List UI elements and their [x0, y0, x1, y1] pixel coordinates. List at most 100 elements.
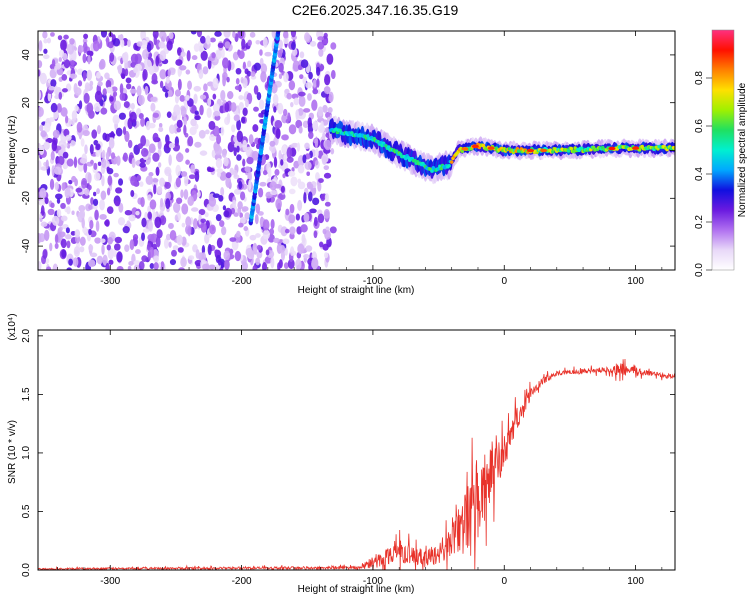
spectrogram-noise-cell: [98, 60, 104, 70]
spectrogram-noise-cell: [249, 31, 256, 38]
spectrogram-noise-cell: [79, 246, 85, 253]
spectrogram-noise-cell: [82, 53, 87, 64]
spectrogram-noise-cell: [323, 32, 328, 39]
spectrogram-noise-cell: [315, 159, 319, 166]
spectrogram-noise-cell: [125, 77, 132, 84]
spectrogram-noise-cell: [89, 144, 94, 155]
spectrogram-noise-cell: [320, 193, 326, 202]
spectrogram-noise-cell: [148, 143, 156, 154]
spectrogram-noise-cell: [84, 144, 88, 155]
spectrogram-noise-cell: [160, 261, 165, 270]
spectrogram-noise-cell: [283, 262, 289, 270]
spectrogram-noise-cell: [144, 59, 152, 71]
spectrogram-noise-cell: [176, 127, 182, 133]
spectrogram-reflected-core-cell: [365, 134, 370, 138]
spectrogram-noise-cell: [159, 80, 164, 89]
spectrogram-noise-cell: [39, 72, 47, 85]
x-tick-label: 0: [501, 276, 507, 287]
spectrogram-noise-cell: [50, 32, 55, 37]
spectrogram-noise-cell: [224, 102, 230, 113]
spectrogram-noise-cell: [39, 187, 47, 199]
spectrogram-noise-cell: [175, 164, 181, 177]
spectrogram-noise-cell: [262, 219, 270, 231]
y-tick-label: 20: [21, 97, 32, 109]
spectrogram-noise-cell: [113, 243, 121, 251]
spectrogram-noise-cell: [246, 156, 254, 165]
spectrogram-noise-cell: [43, 38, 48, 44]
spectrogram-noise-cell: [43, 122, 51, 133]
spectrogram-peak-cell: [608, 146, 616, 151]
spectrogram-noise-cell: [317, 106, 324, 117]
spectrogram-noise-cell: [248, 134, 254, 145]
colorbar-tick-label: 0.4: [694, 167, 705, 181]
spectrogram-x-axis-label: Height of straight line (km): [298, 285, 415, 296]
spectrogram-noise-cell: [38, 200, 44, 206]
spectrogram-noise-cell: [194, 171, 200, 182]
spectrogram-noise-cell: [269, 140, 276, 147]
spectrogram-noise-cell: [270, 257, 275, 269]
spectrogram-noise-cell: [302, 78, 307, 85]
spectrogram-noise-cell: [237, 201, 243, 210]
spectrogram-noise-cell: [221, 226, 227, 236]
spectrogram-noise-cell: [44, 197, 49, 205]
spectrogram-noise-cell: [96, 125, 102, 135]
spectrogram-noise-cell: [286, 92, 292, 100]
spectrogram-noise-cell: [217, 42, 224, 49]
spectrogram-noise-cell: [159, 177, 166, 187]
spectrogram-noise-cell: [237, 31, 245, 39]
spectrogram-noise-cell: [175, 152, 184, 163]
spectrogram-noise-cell: [215, 213, 222, 222]
y-tick-label: 40: [21, 49, 32, 61]
spectrogram-peak-cell: [632, 146, 640, 150]
spectrogram-noise-cell: [225, 176, 232, 188]
spectrogram-noise-cell: [289, 226, 296, 235]
spectrogram-noise-cell: [166, 40, 173, 51]
spectrogram-noise-cell: [89, 80, 94, 87]
spectrogram-noise-cell: [244, 166, 251, 173]
spectrogram-noise-cell: [91, 129, 98, 139]
spectrogram-noise-cell: [131, 157, 136, 169]
spectrogram-noise-cell: [106, 166, 110, 172]
spectrogram-noise-cell: [222, 205, 227, 211]
spectrogram-noise-cell: [238, 222, 244, 228]
spectrogram-noise-cell: [330, 69, 336, 80]
spectrogram-noise-cell: [107, 41, 114, 49]
spectrogram-noise-cell: [301, 233, 306, 244]
spectrogram-noise-cell: [238, 50, 245, 60]
spectrogram-reflected-core-cell: [394, 149, 399, 154]
spectrogram-noise-cell: [180, 256, 187, 268]
x-tick-label: 100: [627, 576, 644, 587]
spectrogram-noise-cell: [293, 160, 300, 169]
spectrogram-noise-cell: [208, 196, 217, 207]
spectrogram-noise-cell: [127, 139, 133, 149]
spectrogram-noise-cell: [92, 40, 100, 52]
spectrogram-noise-cell: [225, 172, 232, 179]
colorbar-gradient: [712, 30, 734, 270]
spectrogram-noise-cell: [198, 45, 204, 53]
snr-y-scale-note: (x10⁴): [7, 313, 18, 340]
spectrogram-noise-cell: [66, 43, 75, 55]
spectrogram-noise-cell: [244, 212, 251, 220]
colorbar-label: Normalized spectral amplitude: [737, 82, 748, 217]
spectrogram-noise-cell: [82, 71, 87, 82]
spectrogram-noise-cell: [260, 63, 268, 74]
spectrogram-noise-cell: [113, 172, 119, 178]
spectrogram-noise-cell: [226, 76, 230, 83]
snr-axes: -300 -200 -100 0 100 0.0 0.5 1.0 1.5 2.0: [21, 328, 675, 587]
spectrogram-noise-cell: [267, 167, 272, 179]
spectrogram-noise-cell: [282, 173, 286, 179]
spectrogram-noise-cell: [69, 73, 78, 79]
spectrogram-noise-cell: [296, 142, 301, 152]
spectrogram-noise-cell: [295, 258, 302, 270]
spectrogram-noise-cell: [183, 189, 189, 200]
spectrogram-noise-cell: [122, 226, 130, 234]
spectrogram-noise-cell: [107, 248, 115, 260]
spectrogram-noise-cell: [105, 79, 112, 89]
spectrogram-noise-cell: [252, 264, 258, 270]
spectrogram-noise-cell: [199, 150, 208, 156]
spectrogram-noise-cell: [236, 119, 242, 131]
spectrogram-noise-cell: [323, 208, 330, 219]
spectrogram-noise-cell: [163, 32, 167, 40]
spectrogram-noise-cell: [90, 197, 94, 205]
spectrogram-noise-cell: [291, 48, 298, 57]
